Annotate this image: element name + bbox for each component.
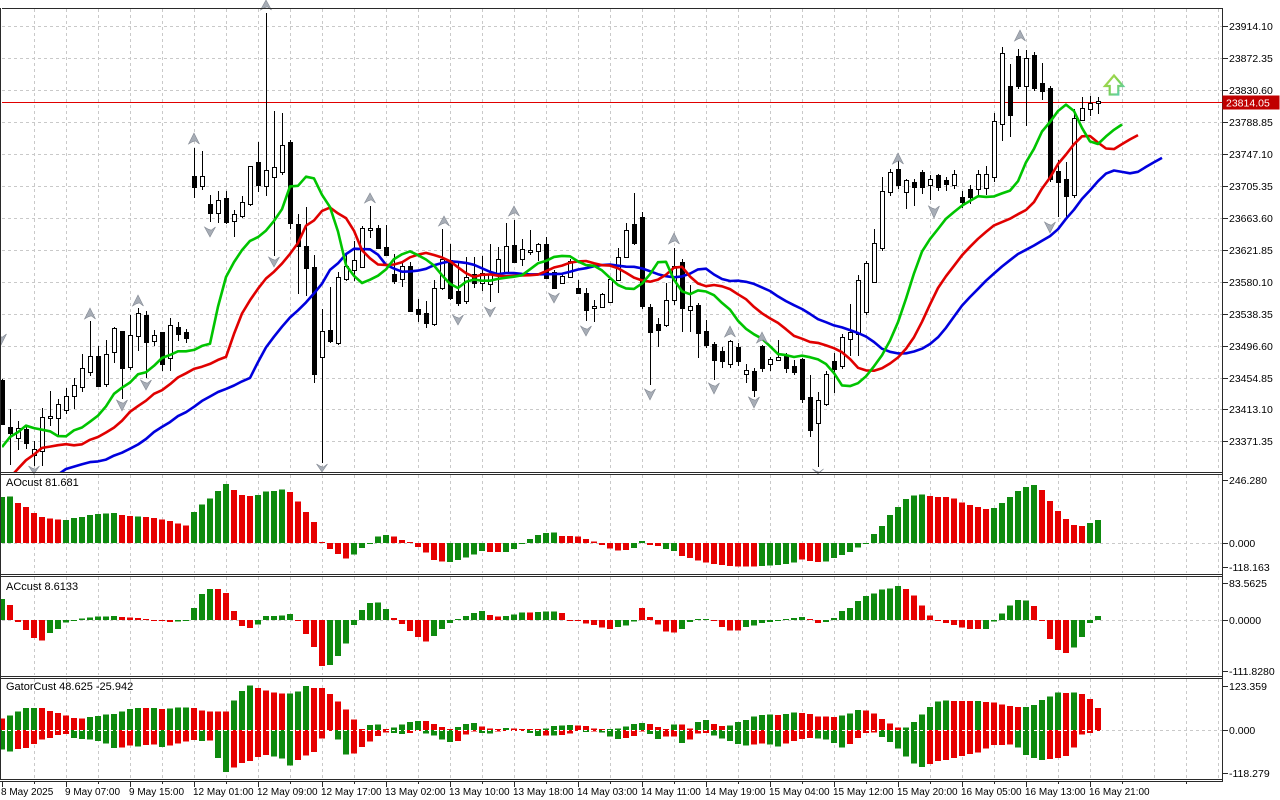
svg-text:12 May 01:00: 12 May 01:00 (193, 787, 254, 798)
svg-text:12 May 09:00: 12 May 09:00 (257, 787, 318, 798)
svg-text:23914.10: 23914.10 (1229, 21, 1273, 33)
svg-text:23830.60: 23830.60 (1229, 85, 1273, 97)
svg-text:15 May 04:00: 15 May 04:00 (769, 787, 830, 798)
svg-text:83.5625: 83.5625 (1229, 578, 1267, 590)
svg-text:8 May 2025: 8 May 2025 (1, 787, 54, 798)
svg-text:14 May 11:00: 14 May 11:00 (641, 787, 701, 798)
svg-text:ACcust 8.6133: ACcust 8.6133 (6, 581, 78, 593)
svg-text:123.359: 123.359 (1229, 681, 1267, 693)
svg-text:14 May 03:00: 14 May 03:00 (577, 787, 638, 798)
svg-text:12 May 17:00: 12 May 17:00 (321, 787, 382, 798)
svg-text:23454.85: 23454.85 (1229, 373, 1273, 385)
svg-text:-118.279: -118.279 (1229, 768, 1270, 780)
svg-text:23872.35: 23872.35 (1229, 53, 1273, 65)
svg-text:13 May 18:00: 13 May 18:00 (513, 787, 574, 798)
svg-text:15 May 12:00: 15 May 12:00 (833, 787, 894, 798)
svg-text:23413.10: 23413.10 (1229, 404, 1273, 416)
svg-text:23580.10: 23580.10 (1229, 277, 1273, 289)
svg-text:14 May 19:00: 14 May 19:00 (705, 787, 766, 798)
svg-text:23747.10: 23747.10 (1229, 149, 1273, 161)
svg-text:9 May 07:00: 9 May 07:00 (65, 787, 120, 798)
svg-text:23814.05: 23814.05 (1226, 98, 1270, 110)
svg-text:AOcust 81.681: AOcust 81.681 (6, 477, 79, 489)
svg-text:13 May 02:00: 13 May 02:00 (385, 787, 446, 798)
svg-text:GatorCust 48.625 -25.942: GatorCust 48.625 -25.942 (6, 681, 133, 693)
svg-text:-118.163: -118.163 (1229, 562, 1270, 574)
svg-text:23538.35: 23538.35 (1229, 309, 1273, 321)
svg-text:16 May 13:00: 16 May 13:00 (1025, 787, 1086, 798)
svg-text:0.000: 0.000 (1229, 725, 1255, 737)
svg-text:23621.85: 23621.85 (1229, 245, 1273, 257)
svg-text:15 May 20:00: 15 May 20:00 (897, 787, 958, 798)
svg-text:9 May 15:00: 9 May 15:00 (129, 787, 184, 798)
svg-text:13 May 10:00: 13 May 10:00 (449, 787, 510, 798)
svg-text:16 May 05:00: 16 May 05:00 (961, 787, 1022, 798)
svg-text:0.000: 0.000 (1229, 538, 1255, 550)
svg-text:0.0000: 0.0000 (1229, 615, 1261, 627)
svg-text:23788.85: 23788.85 (1229, 117, 1273, 129)
svg-text:23371.35: 23371.35 (1229, 436, 1273, 448)
svg-text:-111.8280: -111.8280 (1229, 666, 1275, 678)
svg-text:16 May 21:00: 16 May 21:00 (1089, 787, 1150, 798)
svg-text:23705.35: 23705.35 (1229, 181, 1273, 193)
svg-text:246.280: 246.280 (1229, 475, 1267, 487)
svg-text:23496.60: 23496.60 (1229, 341, 1273, 353)
svg-text:23663.60: 23663.60 (1229, 213, 1273, 225)
